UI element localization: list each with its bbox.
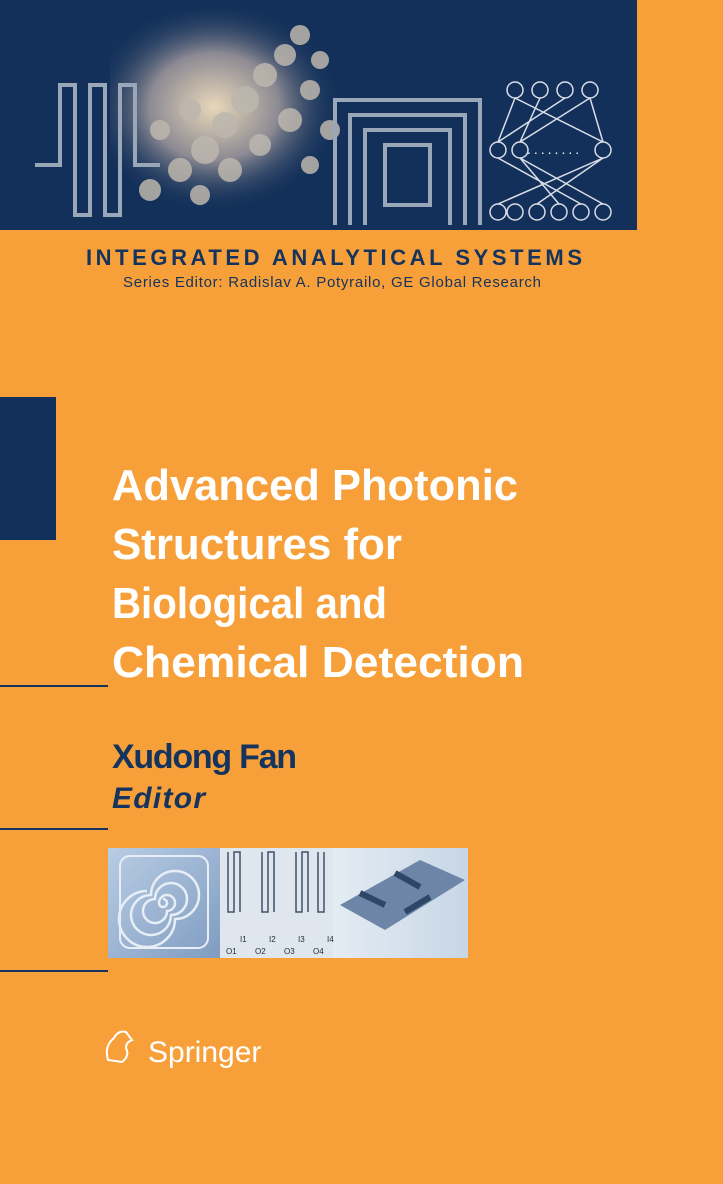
banner: ........ (0, 0, 637, 230)
input-label: I4 (327, 935, 334, 944)
input-label: I1 (240, 935, 247, 944)
rules (0, 685, 108, 972)
output-label: O3 (284, 947, 295, 956)
output-label: O2 (255, 947, 266, 956)
book-title: Advanced Photonic Structures for Biologica… (112, 461, 524, 687)
output-label: O1 (226, 947, 237, 956)
svg-text:........: ........ (527, 141, 582, 157)
accent-block (0, 397, 56, 540)
title-line: Biological and (112, 579, 387, 628)
publisher: Springer (148, 1036, 261, 1069)
role: Editor (112, 782, 207, 815)
input-label: I3 (298, 935, 305, 944)
publisher-logo (105, 1030, 134, 1064)
title-line: Structures for (112, 520, 402, 569)
input-label: I2 (269, 935, 276, 944)
title-line: Advanced Photonic (112, 461, 518, 510)
series-editor: Series Editor: Radislav A. Potyrailo, GE… (123, 274, 541, 291)
figure-strip: I1 I2 I3 I4 O1 O2 O3 O4 (108, 848, 468, 958)
author: Xudong Fan (112, 738, 297, 776)
title-line: Chemical Detection (112, 638, 524, 687)
output-label: O4 (313, 947, 324, 956)
